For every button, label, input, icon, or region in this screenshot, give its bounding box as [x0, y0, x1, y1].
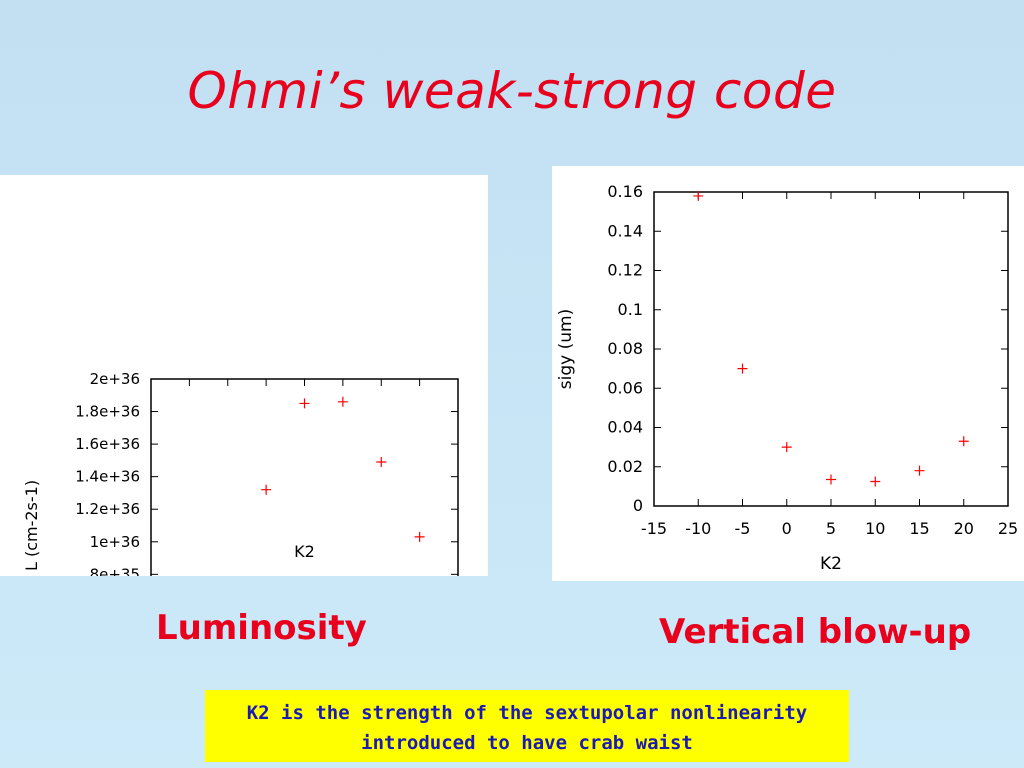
data-point — [693, 190, 704, 201]
data-point — [414, 531, 425, 542]
y-tick-label: 0.12 — [607, 261, 643, 280]
y-tick-label: 0.08 — [607, 339, 643, 358]
y-tick-label: 0.16 — [607, 182, 643, 201]
note-line-2: introduced to have crab waist — [361, 732, 693, 754]
y-axis-label: sigy (um) — [556, 309, 576, 389]
y-tick-label: 1e+36 — [90, 533, 140, 551]
slide-title: Ohmi’s weak-strong code — [187, 62, 837, 120]
y-tick-label: 0.14 — [607, 221, 643, 240]
data-point — [737, 363, 748, 374]
x-tick-label: -10 — [685, 519, 711, 538]
data-point — [958, 436, 969, 447]
x-tick-label: -5 — [735, 519, 751, 538]
x-tick-label: 5 — [826, 519, 836, 538]
y-tick-label: 0 — [633, 496, 643, 515]
data-point — [826, 474, 836, 485]
data-point — [261, 484, 272, 495]
data-point — [337, 396, 348, 407]
x-tick-label: 25 — [998, 519, 1018, 538]
x-axis-label: K2 — [294, 542, 315, 561]
x-axis-label: K2 — [820, 554, 842, 574]
y-tick-label: 1.6e+36 — [75, 435, 140, 453]
y-tick-label: 1.8e+36 — [75, 403, 140, 421]
data-point — [781, 442, 792, 453]
y-tick-label: 0.1 — [618, 300, 643, 319]
x-tick-label: 15 — [909, 519, 929, 538]
blowup-chart: -15 -10 -5 0 5 10 15 20 25 0 0.02 0.04 0.06 0.08 0.1 0.… — [556, 182, 1018, 574]
luminosity-chart-panel: -15-10-505101520252e+354e+356e+358e+351e… — [0, 175, 488, 704]
y-axis-label: L (cm-2s-1) — [22, 480, 41, 571]
x-tick-label: 0 — [782, 519, 792, 538]
data-point — [299, 398, 310, 409]
y-tick-label: 0.02 — [607, 457, 643, 476]
data-point — [376, 457, 387, 468]
y-tick-label: 2e+36 — [90, 370, 140, 388]
data-point — [870, 476, 881, 487]
y-tick-label: 1.2e+36 — [75, 500, 140, 518]
data-point — [914, 465, 925, 476]
vertical-blowup-caption: Vertical blow-up — [659, 612, 972, 652]
x-tick-label: -15 — [641, 519, 667, 538]
y-tick-label: 1.4e+36 — [75, 468, 140, 486]
x-tick-label: 20 — [954, 519, 974, 538]
blowup-chart-panel: -15 -10 -5 0 5 10 15 20 25 0 0.02 0.04 0.06 0.08 0.1 0.… — [552, 166, 1024, 581]
luminosity-chart: -15-10-505101520252e+354e+356e+358e+351e… — [22, 370, 468, 704]
k2-note-box: K2 is the strength of the sextupolar non… — [205, 690, 849, 762]
x-tick-label: 10 — [865, 519, 885, 538]
y-tick-label: 0.06 — [607, 378, 643, 397]
y-tick-label: 8e+35 — [90, 565, 140, 576]
y-tick-label: 0.04 — [607, 418, 643, 437]
luminosity-caption: Luminosity — [156, 608, 367, 648]
plot-frame — [653, 191, 1009, 507]
note-line-1: K2 is the strength of the sextupolar non… — [246, 702, 808, 724]
